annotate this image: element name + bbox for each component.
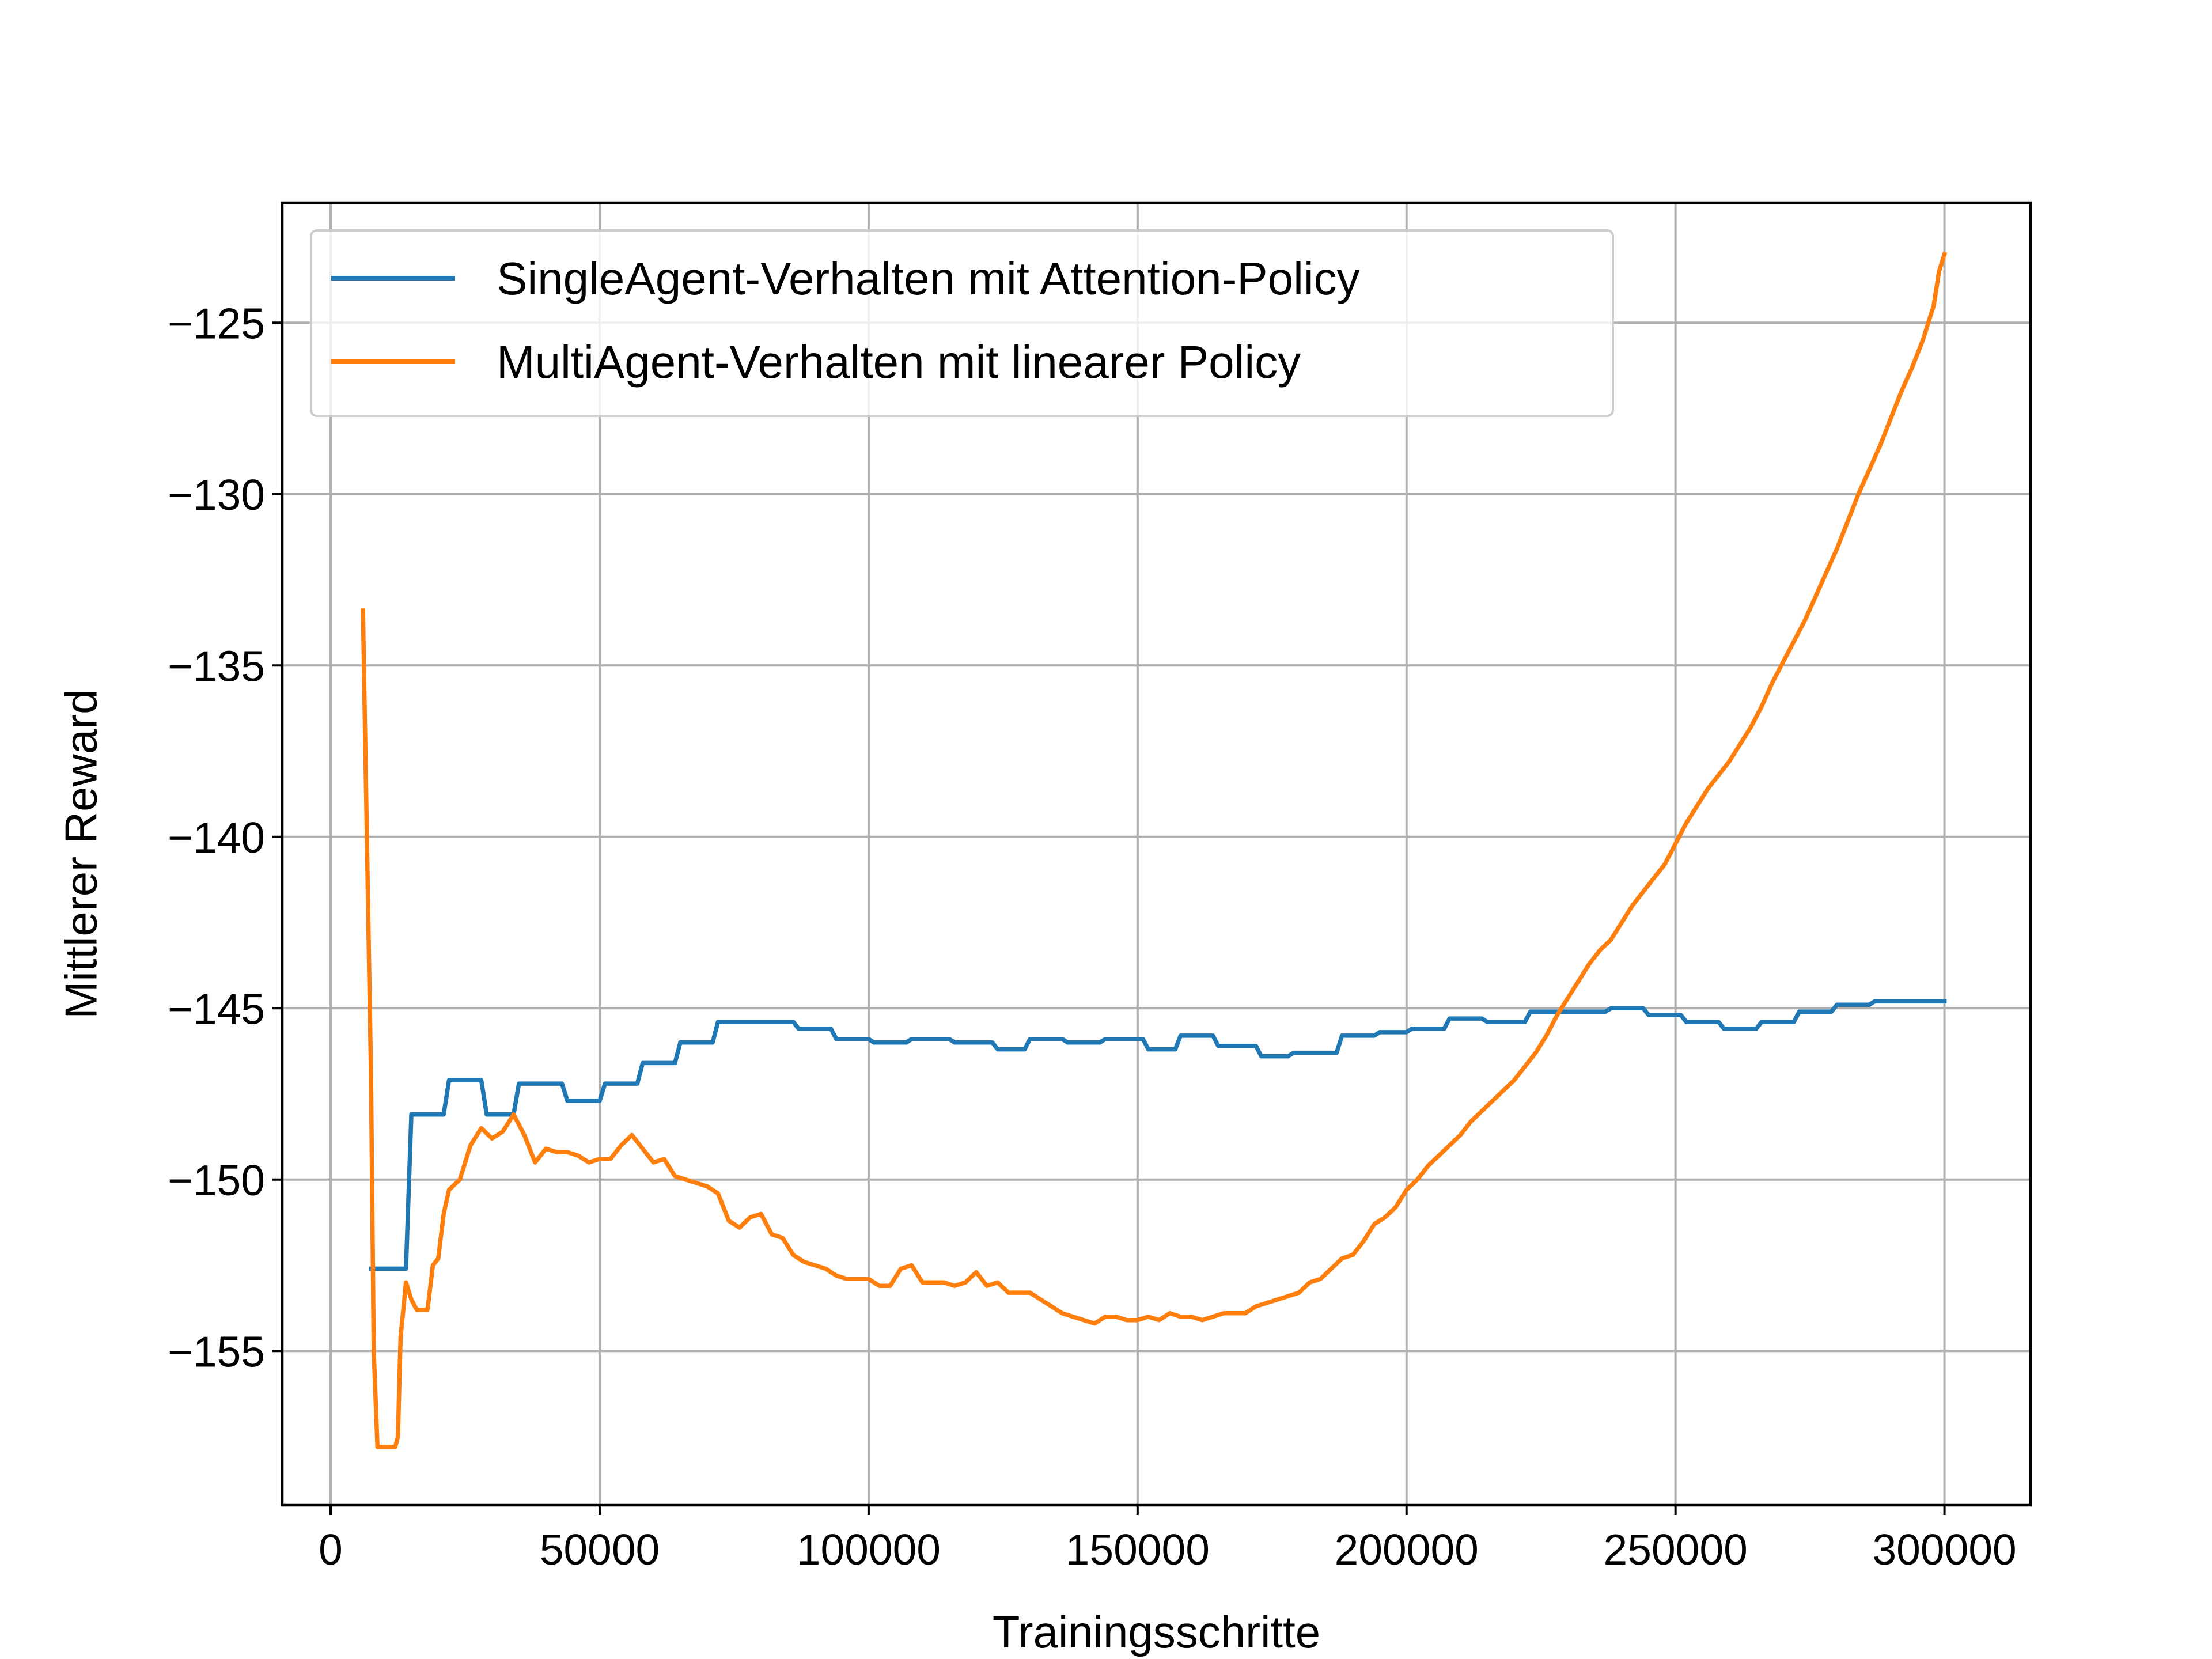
- x-tick-label: 50000: [540, 1525, 660, 1574]
- series-line-1: [361, 251, 1948, 1449]
- legend-box: [310, 229, 1614, 417]
- x-tick-label: 200000: [1335, 1525, 1479, 1574]
- x-tick-label: 300000: [1872, 1525, 2016, 1574]
- series-line-0: [369, 999, 1947, 1271]
- y-tick-label: −155: [168, 1327, 265, 1376]
- y-axis-label: Mittlerer Reward: [55, 689, 106, 1018]
- y-tick-label: −130: [168, 471, 265, 519]
- x-tick-label: 100000: [797, 1525, 941, 1574]
- axis-ticks: 0 50000 100000 150000 200000 250000 300000 −155…: [168, 299, 2017, 1574]
- y-tick-label: −145: [168, 984, 265, 1033]
- legend: SingleAgent-Verhalten mit Attention-Poli…: [310, 229, 1614, 417]
- legend-label-single-agent: SingleAgent-Verhalten mit Attention-Poli…: [497, 253, 1360, 304]
- y-tick-label: −140: [168, 813, 265, 862]
- x-axis-label: Trainingsschritte: [993, 1607, 1320, 1657]
- series-layer: [361, 251, 1948, 1449]
- x-tick-label: 250000: [1604, 1525, 1748, 1574]
- legend-label-multi-agent: MultiAgent-Verhalten mit linearer Policy: [497, 336, 1301, 388]
- x-tick-label: 0: [319, 1525, 343, 1574]
- plot-area-frame: [281, 201, 2032, 1507]
- x-tick-label: 150000: [1066, 1525, 1210, 1574]
- y-tick-label: −125: [168, 299, 265, 347]
- y-tick-label: −150: [168, 1156, 265, 1205]
- y-tick-label: −135: [168, 642, 265, 690]
